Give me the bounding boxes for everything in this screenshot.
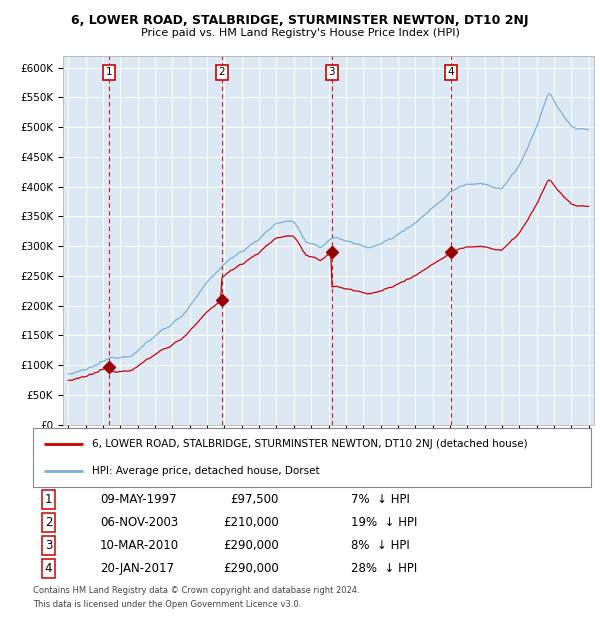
FancyBboxPatch shape (33, 428, 591, 487)
Text: 10-MAR-2010: 10-MAR-2010 (100, 539, 179, 552)
Text: Contains HM Land Registry data © Crown copyright and database right 2024.: Contains HM Land Registry data © Crown c… (33, 586, 359, 595)
Text: £210,000: £210,000 (223, 516, 278, 529)
Text: 3: 3 (45, 539, 52, 552)
Text: 06-NOV-2003: 06-NOV-2003 (100, 516, 178, 529)
Text: 8%  ↓ HPI: 8% ↓ HPI (351, 539, 410, 552)
Text: This data is licensed under the Open Government Licence v3.0.: This data is licensed under the Open Gov… (33, 600, 301, 609)
Text: £290,000: £290,000 (223, 562, 278, 575)
Text: 6, LOWER ROAD, STALBRIDGE, STURMINSTER NEWTON, DT10 2NJ: 6, LOWER ROAD, STALBRIDGE, STURMINSTER N… (71, 14, 529, 27)
Text: 2: 2 (45, 516, 52, 529)
Text: HPI: Average price, detached house, Dorset: HPI: Average price, detached house, Dors… (92, 466, 319, 476)
Text: 19%  ↓ HPI: 19% ↓ HPI (351, 516, 418, 529)
Text: 1: 1 (106, 68, 112, 78)
Text: 2: 2 (218, 68, 225, 78)
Text: 1: 1 (45, 493, 52, 506)
Text: 20-JAN-2017: 20-JAN-2017 (100, 562, 174, 575)
Text: 28%  ↓ HPI: 28% ↓ HPI (351, 562, 418, 575)
Text: 3: 3 (328, 68, 335, 78)
Text: £97,500: £97,500 (230, 493, 278, 506)
Text: 7%  ↓ HPI: 7% ↓ HPI (351, 493, 410, 506)
Text: £290,000: £290,000 (223, 539, 278, 552)
Text: 09-MAY-1997: 09-MAY-1997 (100, 493, 176, 506)
Text: 4: 4 (45, 562, 52, 575)
Text: 4: 4 (448, 68, 454, 78)
Text: 6, LOWER ROAD, STALBRIDGE, STURMINSTER NEWTON, DT10 2NJ (detached house): 6, LOWER ROAD, STALBRIDGE, STURMINSTER N… (92, 439, 527, 449)
Text: Price paid vs. HM Land Registry's House Price Index (HPI): Price paid vs. HM Land Registry's House … (140, 28, 460, 38)
